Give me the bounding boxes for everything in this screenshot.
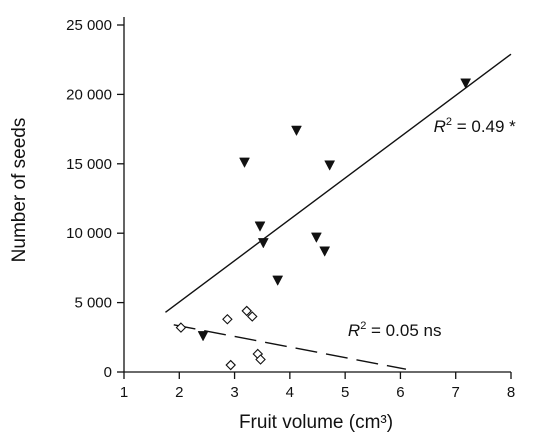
x-tick-label: 5 [341, 384, 349, 401]
open-diamond-point [241, 305, 253, 317]
x-tick-label: 7 [452, 384, 460, 401]
open-diamond-point [255, 354, 266, 365]
y-axis-title: Number of seeds [9, 118, 30, 263]
x-axis-title: Fruit volume (cm³) [239, 412, 393, 433]
r-squared-annotation: R2 = 0.49 * [434, 116, 517, 136]
open-diamond-point [246, 311, 258, 322]
filled-triangle-point [254, 221, 266, 232]
trend-line-solid [165, 53, 512, 313]
x-tick-label: 8 [507, 384, 515, 401]
annotation-text: = 0.05 ns [366, 321, 441, 340]
filled-triangle-point [197, 331, 209, 342]
filled-triangle-point [257, 238, 269, 249]
data-points [175, 78, 472, 371]
trend-line-dashed [173, 324, 407, 370]
x-tick-label: 1 [120, 384, 128, 401]
filled-triangle-point [272, 275, 284, 286]
open-diamond-point [222, 313, 233, 325]
filled-triangle-point [291, 125, 302, 137]
annotations: R2 = 0.49 *R2 = 0.05 ns [348, 116, 516, 340]
open-diamond-point [225, 359, 236, 371]
superscript: 2 [360, 320, 366, 332]
x-tick-label: 3 [230, 384, 238, 401]
y-tick-label: 10 000 [66, 225, 112, 242]
y-tick-label: 15 000 [66, 156, 112, 173]
filled-triangle-point [319, 246, 331, 257]
x-tick-label: 2 [175, 384, 183, 401]
filled-triangle-point [324, 160, 336, 171]
r-letter: R [348, 321, 360, 340]
y-tick-label: 5 000 [74, 295, 112, 312]
open-diamond-point [175, 322, 187, 333]
r-letter: R [434, 117, 446, 136]
y-tick-label: 20 000 [66, 86, 112, 103]
annotation-text: = 0.49 * [452, 117, 516, 136]
r-squared-annotation: R2 = 0.05 ns [348, 320, 442, 340]
filled-triangle-point [460, 78, 472, 89]
filled-triangle-point [310, 232, 322, 243]
x-tick-label: 4 [286, 384, 294, 401]
x-tick-label: 6 [396, 384, 404, 401]
superscript: 2 [446, 116, 452, 128]
y-tick-label: 0 [104, 364, 112, 381]
y-tick-label: 25 000 [66, 17, 112, 34]
fit-lines [165, 53, 512, 370]
x-axis: 1 2 3 4 5 6 7 8 [120, 371, 515, 401]
y-axis: 0 5 000 10 000 15 000 20 000 25 000 [66, 17, 125, 381]
filled-triangle-point [239, 157, 250, 168]
